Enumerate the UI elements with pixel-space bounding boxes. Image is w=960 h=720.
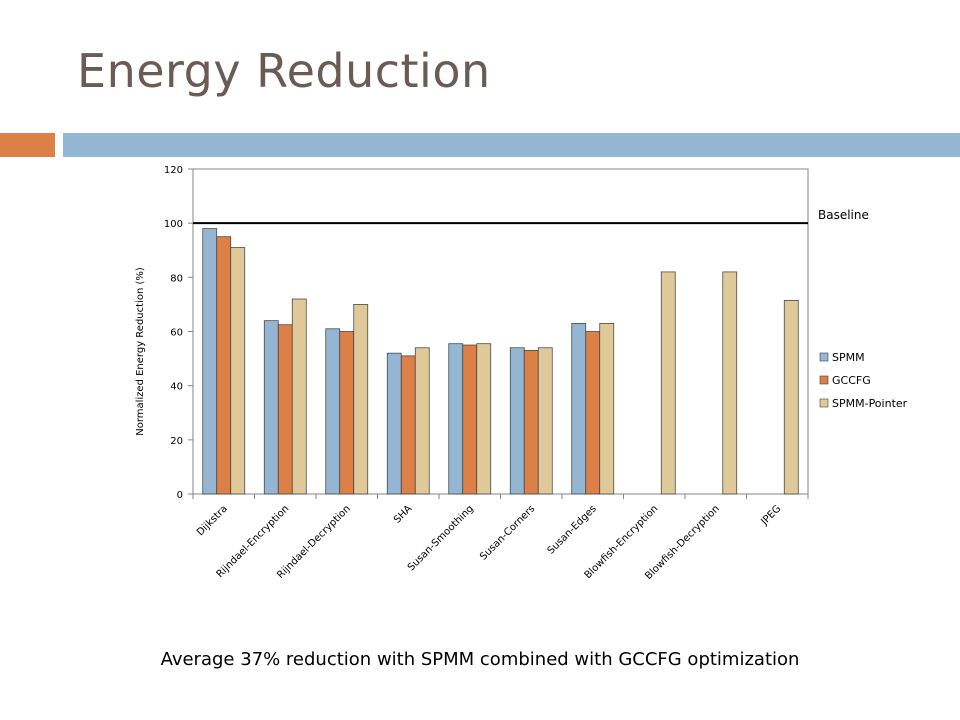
bar-spmm (325, 328, 341, 495)
bar-spmm-pointer (660, 271, 676, 495)
bar-spmm-pointer (722, 271, 738, 495)
accent-bar-orange (0, 133, 55, 157)
bar-spmm-pointer (291, 298, 307, 495)
x-category-label: Dijkstra (195, 503, 230, 538)
legend-swatch (819, 375, 829, 385)
bar-spmm (386, 352, 402, 495)
bar-spmm-pointer (353, 304, 369, 495)
bar-spmm-pointer (537, 347, 553, 495)
x-category-label: JPEG (759, 503, 784, 528)
bar-gccfg (462, 344, 478, 495)
x-category-label: Susan-Smoothing (406, 503, 476, 573)
baseline-label: Baseline (818, 208, 869, 222)
bar-spmm (202, 228, 218, 495)
legend-swatch (819, 398, 829, 408)
slide-title: Energy Reduction (77, 44, 491, 98)
y-tick-label: 120 (164, 165, 183, 176)
legend-label: SPMM (832, 351, 865, 364)
legend-label: GCCFG (832, 374, 871, 387)
bar-spmm (448, 343, 464, 495)
y-tick-label: 40 (170, 382, 183, 393)
legend-label: SPMM-Pointer (832, 397, 908, 410)
x-category-label: SHA (392, 503, 415, 526)
bar-gccfg (523, 350, 539, 495)
bar-gccfg (216, 236, 232, 495)
bar-spmm-pointer (230, 247, 246, 495)
bar-spmm (509, 347, 525, 495)
y-tick-label: 80 (170, 273, 183, 284)
bar-gccfg (585, 331, 601, 495)
y-tick-label: 20 (170, 436, 183, 447)
bar-spmm (571, 323, 587, 495)
slide-caption: Average 37% reduction with SPMM combined… (160, 649, 800, 670)
accent-bar-blue (63, 133, 960, 157)
bar-gccfg (339, 331, 355, 495)
bar-spmm-pointer (599, 323, 615, 495)
y-tick-label: 60 (170, 328, 183, 339)
x-category-label: Susan-Corners (478, 503, 537, 562)
bar-spmm-pointer (476, 343, 492, 495)
bar-spmm-pointer (783, 299, 799, 495)
bar-spmm (263, 320, 279, 495)
y-tick-label: 100 (164, 219, 183, 230)
bar-gccfg (400, 355, 416, 495)
x-category-label: Susan-Edges (546, 503, 599, 556)
legend-swatch (819, 352, 829, 362)
y-axis-title: Normalized Energy Reduction (%) (135, 267, 146, 436)
bar-spmm-pointer (414, 347, 430, 495)
bar-gccfg (277, 324, 293, 495)
y-tick-label: 0 (177, 490, 183, 501)
